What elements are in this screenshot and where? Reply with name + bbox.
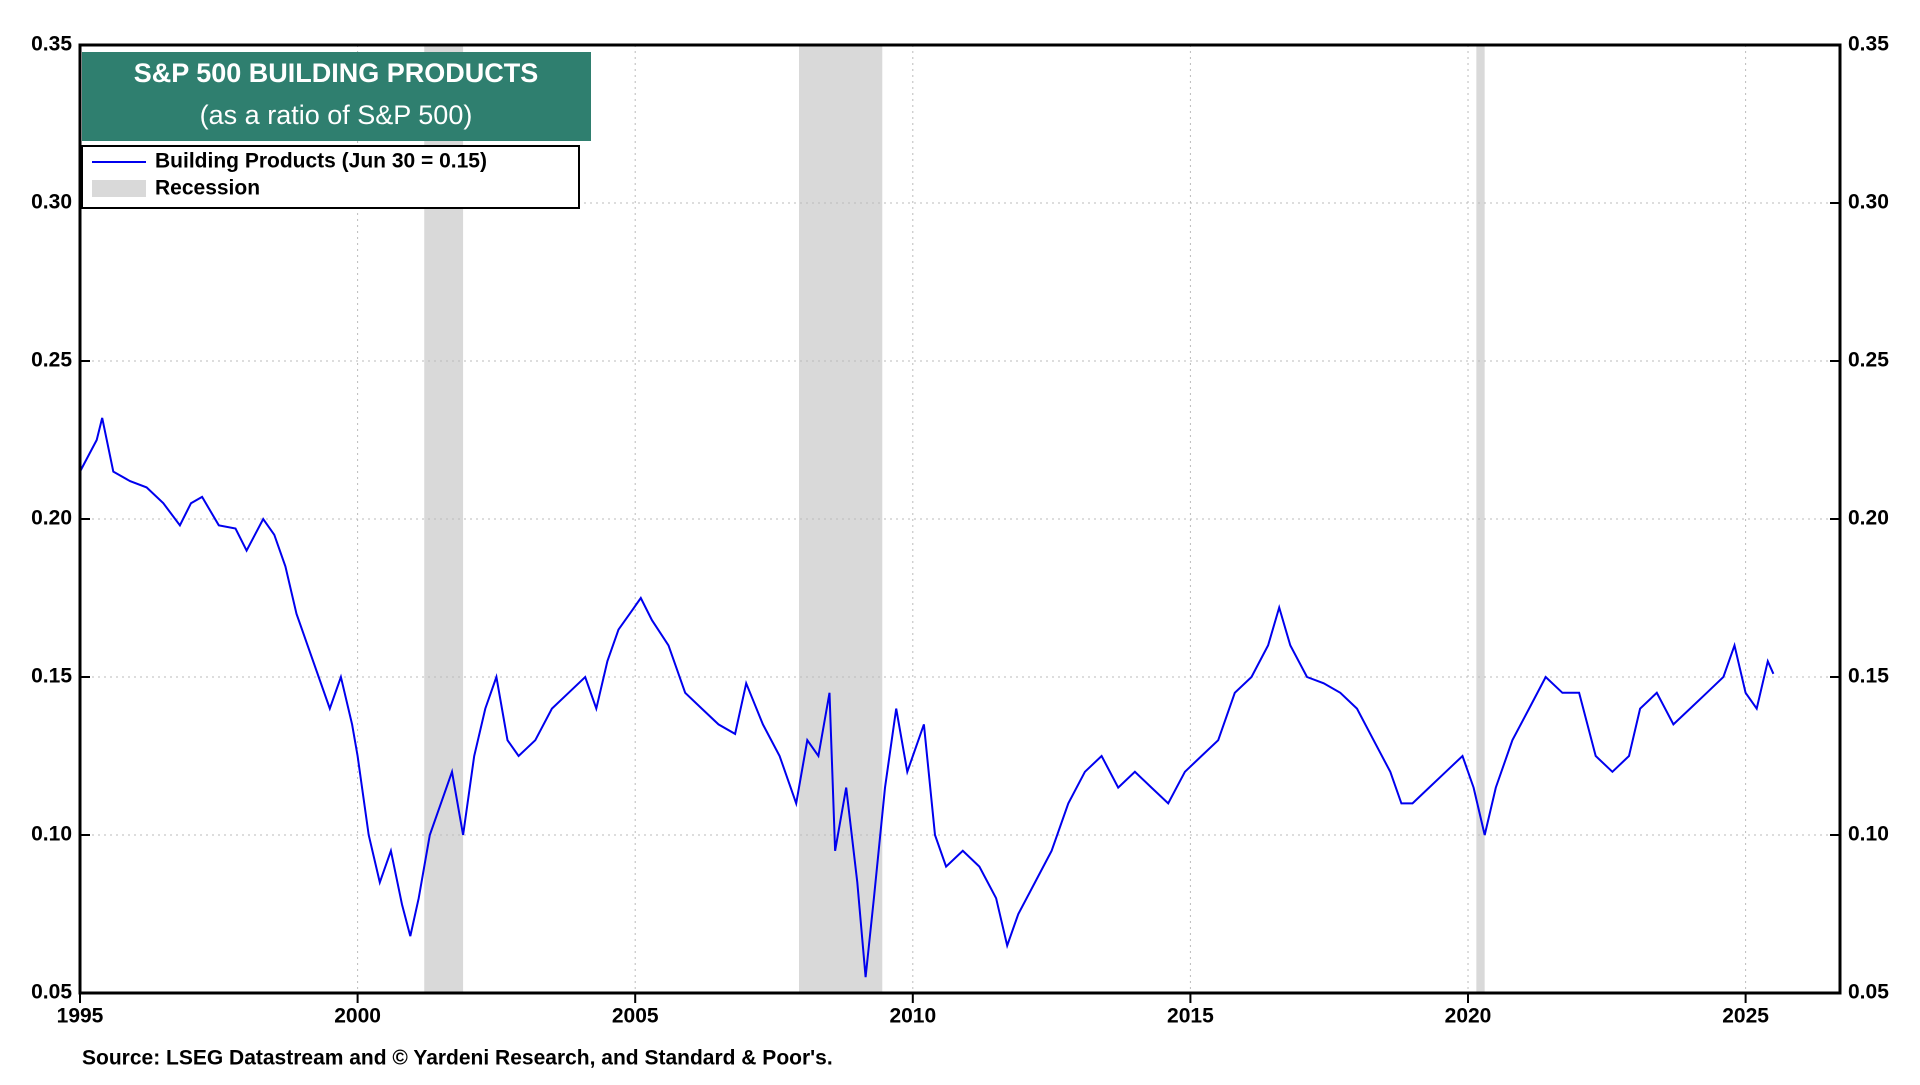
chart-title: S&P 500 BUILDING PRODUCTS: [134, 58, 539, 88]
legend-box: [81, 145, 580, 209]
y2-tick-label: 0.35: [1848, 33, 1889, 56]
x-tick-label: 2025: [1722, 1005, 1769, 1028]
x-tick-label: 1995: [57, 1005, 104, 1028]
y-tick-label: 0.35: [31, 33, 72, 56]
x-tick-label: 2010: [889, 1005, 936, 1028]
y2-tick-label: 0.10: [1848, 823, 1889, 846]
source-note: Source: LSEG Datastream and © Yardeni Re…: [82, 1047, 833, 1070]
y-tick-label: 0.15: [31, 665, 72, 688]
legend-swatch: [92, 180, 146, 197]
recession-band: [1476, 45, 1485, 993]
y-tick-label: 0.30: [31, 191, 72, 214]
x-tick-label: 2015: [1167, 1005, 1214, 1028]
title-box: [82, 52, 591, 141]
y2-tick-label: 0.20: [1848, 507, 1889, 530]
data-line: [79, 417, 1775, 978]
y-tick-label: 0.05: [31, 981, 72, 1004]
x-tick-label: 2000: [334, 1005, 381, 1028]
y-tick-label: 0.10: [31, 823, 72, 846]
legend-label: Recession: [155, 177, 260, 200]
y2-tick-label: 0.15: [1848, 665, 1889, 688]
x-tick-label: 2020: [1445, 1005, 1492, 1028]
x-tick-label: 2005: [612, 1005, 659, 1028]
legend-label: Building Products (Jun 30 = 0.15): [155, 150, 487, 173]
plot-frame: [78, 43, 1842, 995]
y-tick-label: 0.25: [31, 349, 72, 372]
y2-tick-label: 0.05: [1848, 981, 1889, 1004]
y2-tick-label: 0.30: [1848, 191, 1889, 214]
recession-band: [798, 45, 883, 993]
y2-tick-label: 0.25: [1848, 349, 1889, 372]
chart-subtitle: (as a ratio of S&P 500): [200, 100, 473, 130]
y-tick-label: 0.20: [31, 507, 72, 530]
